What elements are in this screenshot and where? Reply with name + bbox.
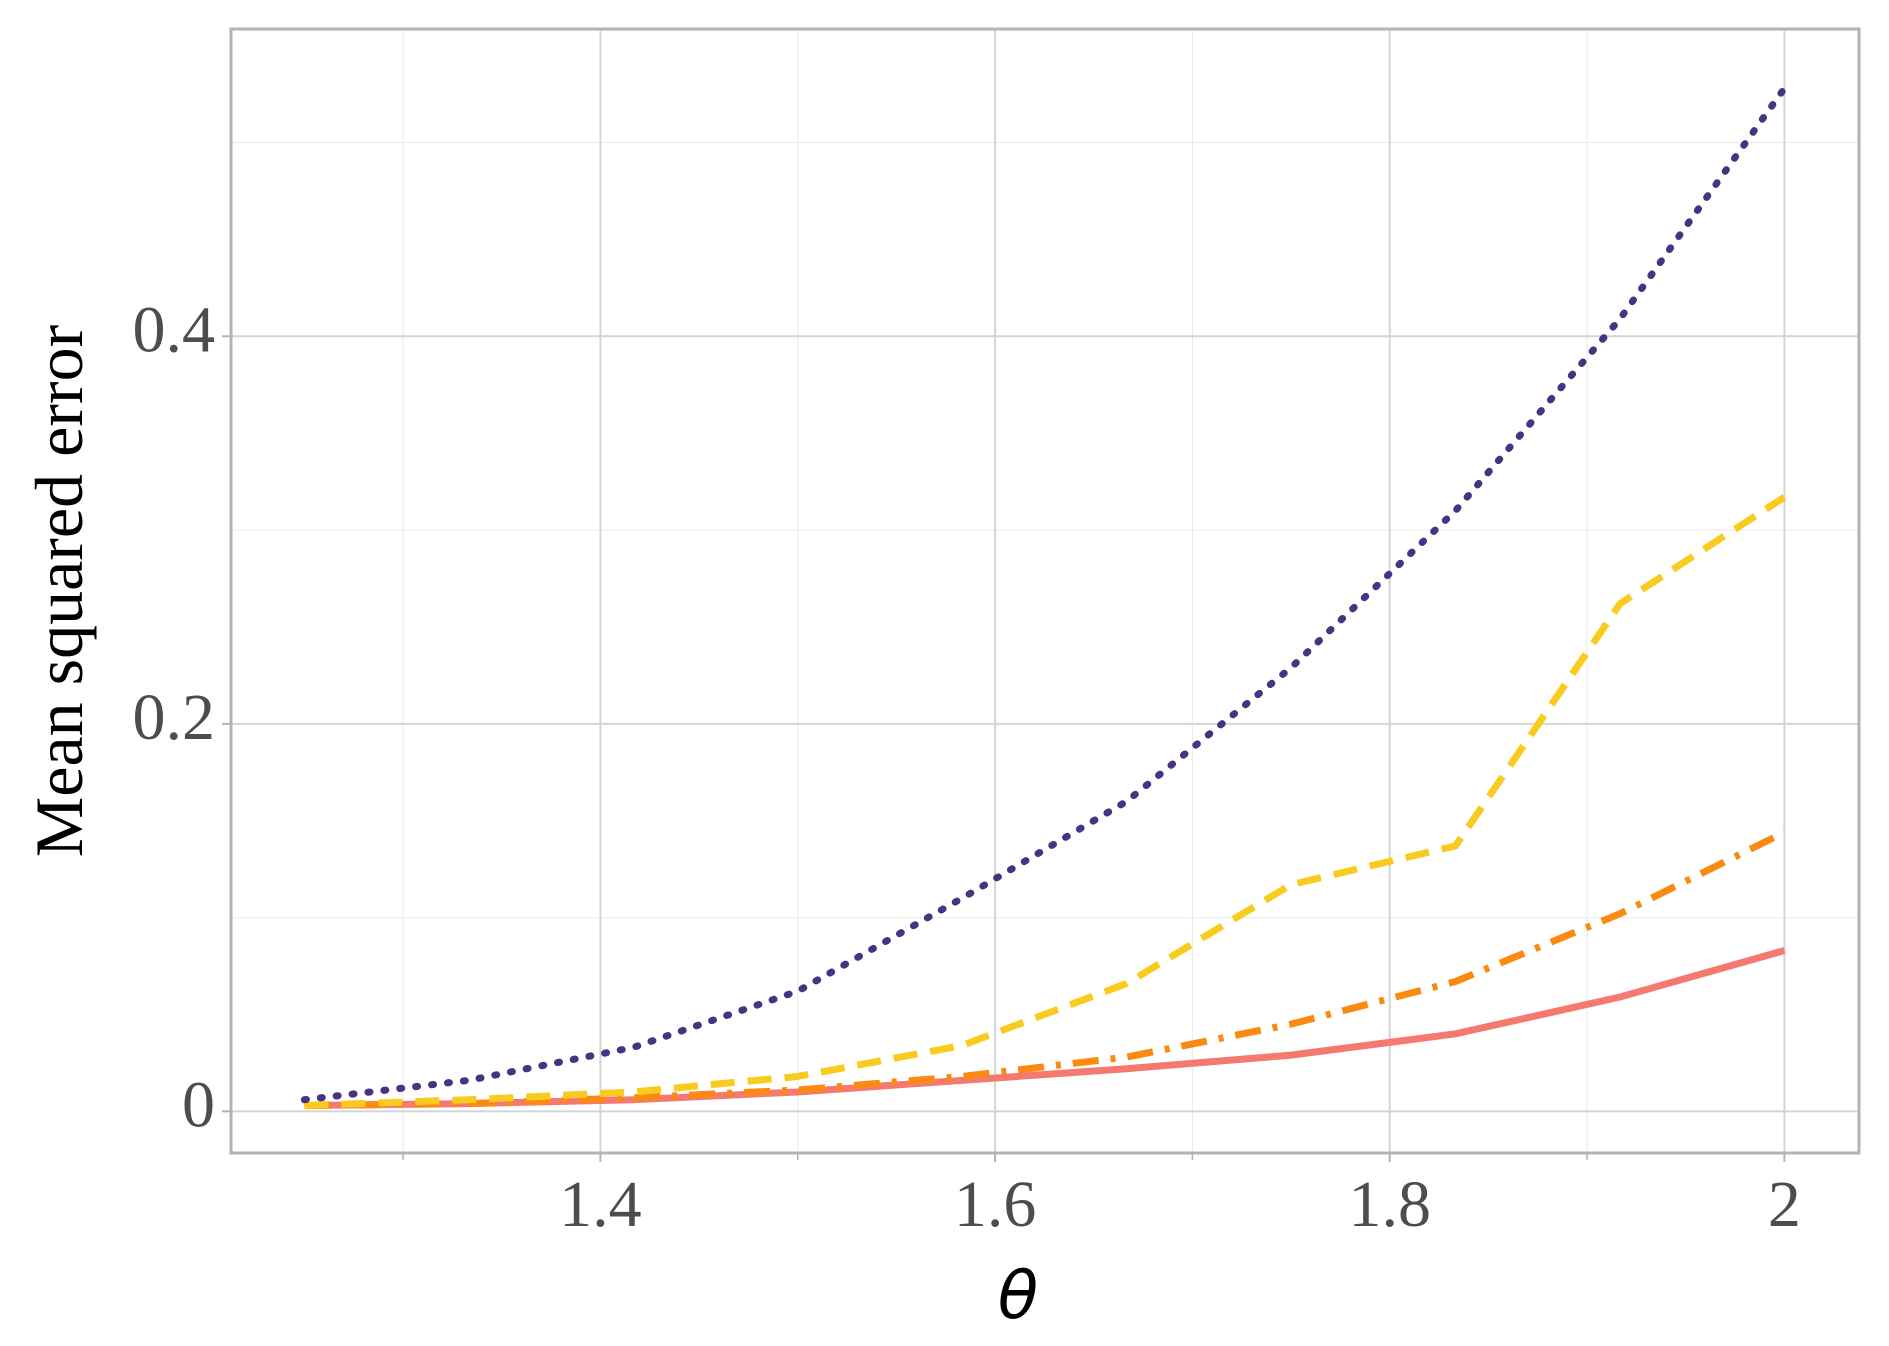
x-tick-label: 1.6 xyxy=(954,1168,1037,1241)
y-tick-label: 0.4 xyxy=(133,293,216,366)
y-tick-label: 0.2 xyxy=(133,681,216,754)
series-line xyxy=(300,84,1788,1104)
x-axis-label: θ xyxy=(998,1257,1038,1334)
plot-frame xyxy=(229,27,1861,1155)
y-tick-label: 0 xyxy=(182,1068,215,1141)
x-tick-label: 1.8 xyxy=(1348,1168,1431,1241)
x-tick-label: 1.4 xyxy=(559,1168,642,1241)
series-line xyxy=(304,947,1786,1110)
series-line xyxy=(304,494,1787,1110)
y-axis-label: Mean squared error xyxy=(21,324,97,857)
x-tick-label: 2 xyxy=(1768,1168,1801,1241)
series-line xyxy=(304,829,1786,1110)
